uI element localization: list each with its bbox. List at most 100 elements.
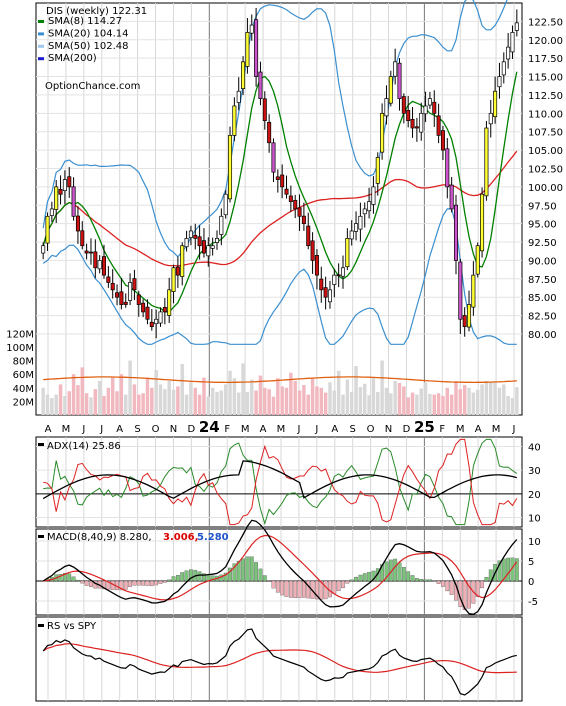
volume-bar [184, 394, 189, 415]
x-tick-label: M [241, 424, 250, 435]
candle-body [128, 282, 133, 301]
macd-histogram-bar [323, 580, 328, 600]
volume-bar [402, 386, 406, 415]
candle-body [75, 215, 80, 232]
macd-histogram-bar [462, 580, 467, 611]
adx-panel [35, 436, 523, 528]
volume-bar [362, 383, 367, 415]
macd-histogram-bar [306, 580, 311, 599]
candle-body [406, 110, 411, 122]
candle-body [380, 112, 385, 153]
candle-body [284, 188, 289, 195]
volume-bar [76, 385, 80, 415]
candle-body [458, 261, 463, 320]
volume-bar [489, 382, 493, 415]
macd-histogram-bar [63, 573, 67, 582]
price-tick-label: 85.00 [528, 293, 557, 304]
volume-bar [215, 391, 219, 415]
candle-body [336, 274, 341, 277]
x-tick-label: 25 [414, 418, 435, 436]
volume-bar [163, 389, 167, 415]
candle-body [115, 292, 120, 298]
adx-tick-label: 20 [528, 490, 541, 501]
rs-panel [35, 616, 523, 702]
price-tick-label: 90.00 [528, 256, 557, 267]
candle-body [375, 157, 380, 184]
macd-histogram-bar [293, 580, 298, 599]
macd-histogram-bar [315, 580, 319, 600]
price-tick-label: 92.50 [528, 238, 557, 249]
candle-body [367, 201, 372, 212]
candle-body [384, 98, 389, 117]
candle-body [393, 61, 398, 77]
volume-bar [393, 381, 397, 415]
legend-swatch [38, 32, 44, 36]
candle-body [141, 302, 146, 313]
candle-body [488, 112, 493, 125]
candle-body [301, 215, 306, 224]
adx-line [42, 460, 517, 500]
candle-body [54, 186, 59, 210]
x-tick-label: A [260, 424, 267, 435]
macd-histogram-bar [436, 580, 441, 584]
macd-histogram-bar [445, 580, 450, 592]
volume-bar [193, 387, 198, 415]
candle-body [62, 179, 67, 192]
candle-body [45, 215, 50, 244]
adx-tick-label: 10 [528, 514, 541, 525]
adx-tick-label: 40 [528, 442, 541, 453]
candle-body [427, 98, 432, 106]
volume-bar [480, 384, 484, 415]
x-tick-label: N [385, 424, 392, 435]
candle-body [436, 115, 441, 136]
candle-body [493, 90, 498, 118]
volume-bar [219, 390, 224, 415]
candle-body [354, 223, 359, 232]
volume-bar [510, 398, 515, 415]
price-tick-label: 110.00 [528, 109, 563, 120]
macd-histogram-bar [475, 580, 480, 597]
volume-bar [197, 394, 202, 415]
macd-label: MACD(8,40,9) 8.280, [47, 532, 152, 543]
x-tick-label: J [314, 424, 318, 435]
candle-body [119, 291, 124, 305]
macd-histogram-bar [262, 575, 267, 582]
price-tick-label: 107.50 [528, 128, 563, 139]
volume-tick-label: 120M [6, 329, 34, 340]
candle-body [497, 76, 502, 88]
candle-body [288, 195, 293, 202]
macd-histogram-bar [245, 556, 250, 582]
candle-body [197, 236, 202, 247]
macd-histogram-value: 5.280 [197, 532, 229, 543]
x-tick-label: 24 [199, 418, 220, 436]
candle-body [145, 306, 150, 320]
macd-histogram-bar [384, 561, 389, 582]
volume-bar [58, 384, 63, 415]
legend-label: SMA(50) 102.48 [48, 41, 129, 52]
macd-histogram-bar [132, 580, 137, 586]
macd-histogram-bar [149, 580, 154, 587]
volume-bar [484, 381, 489, 415]
x-tick-label: M [277, 424, 286, 435]
volume-bar [436, 393, 441, 415]
x-tick-label: J [296, 424, 300, 435]
rs-label: RS vs SPY [47, 621, 97, 632]
adx-label: ADX(14) 25.86 [47, 441, 121, 452]
candle-body [319, 278, 324, 291]
candle-body [349, 230, 354, 240]
macd-histogram-bar [467, 580, 471, 609]
macd-histogram-bar [154, 580, 159, 586]
volume-bar [302, 385, 306, 415]
candle-body [501, 61, 506, 76]
candle-body [219, 215, 224, 235]
macd-histogram-bar [236, 560, 241, 582]
volume-bar [458, 389, 463, 415]
candle-body [480, 193, 485, 252]
volume-bar [419, 388, 423, 415]
macd-histogram-bar [332, 580, 337, 594]
candle-body [184, 238, 189, 248]
volume-bar [406, 397, 410, 415]
volume-bar [389, 393, 393, 415]
macd-histogram-bar [223, 572, 228, 582]
macd-histogram-bar [480, 580, 484, 589]
